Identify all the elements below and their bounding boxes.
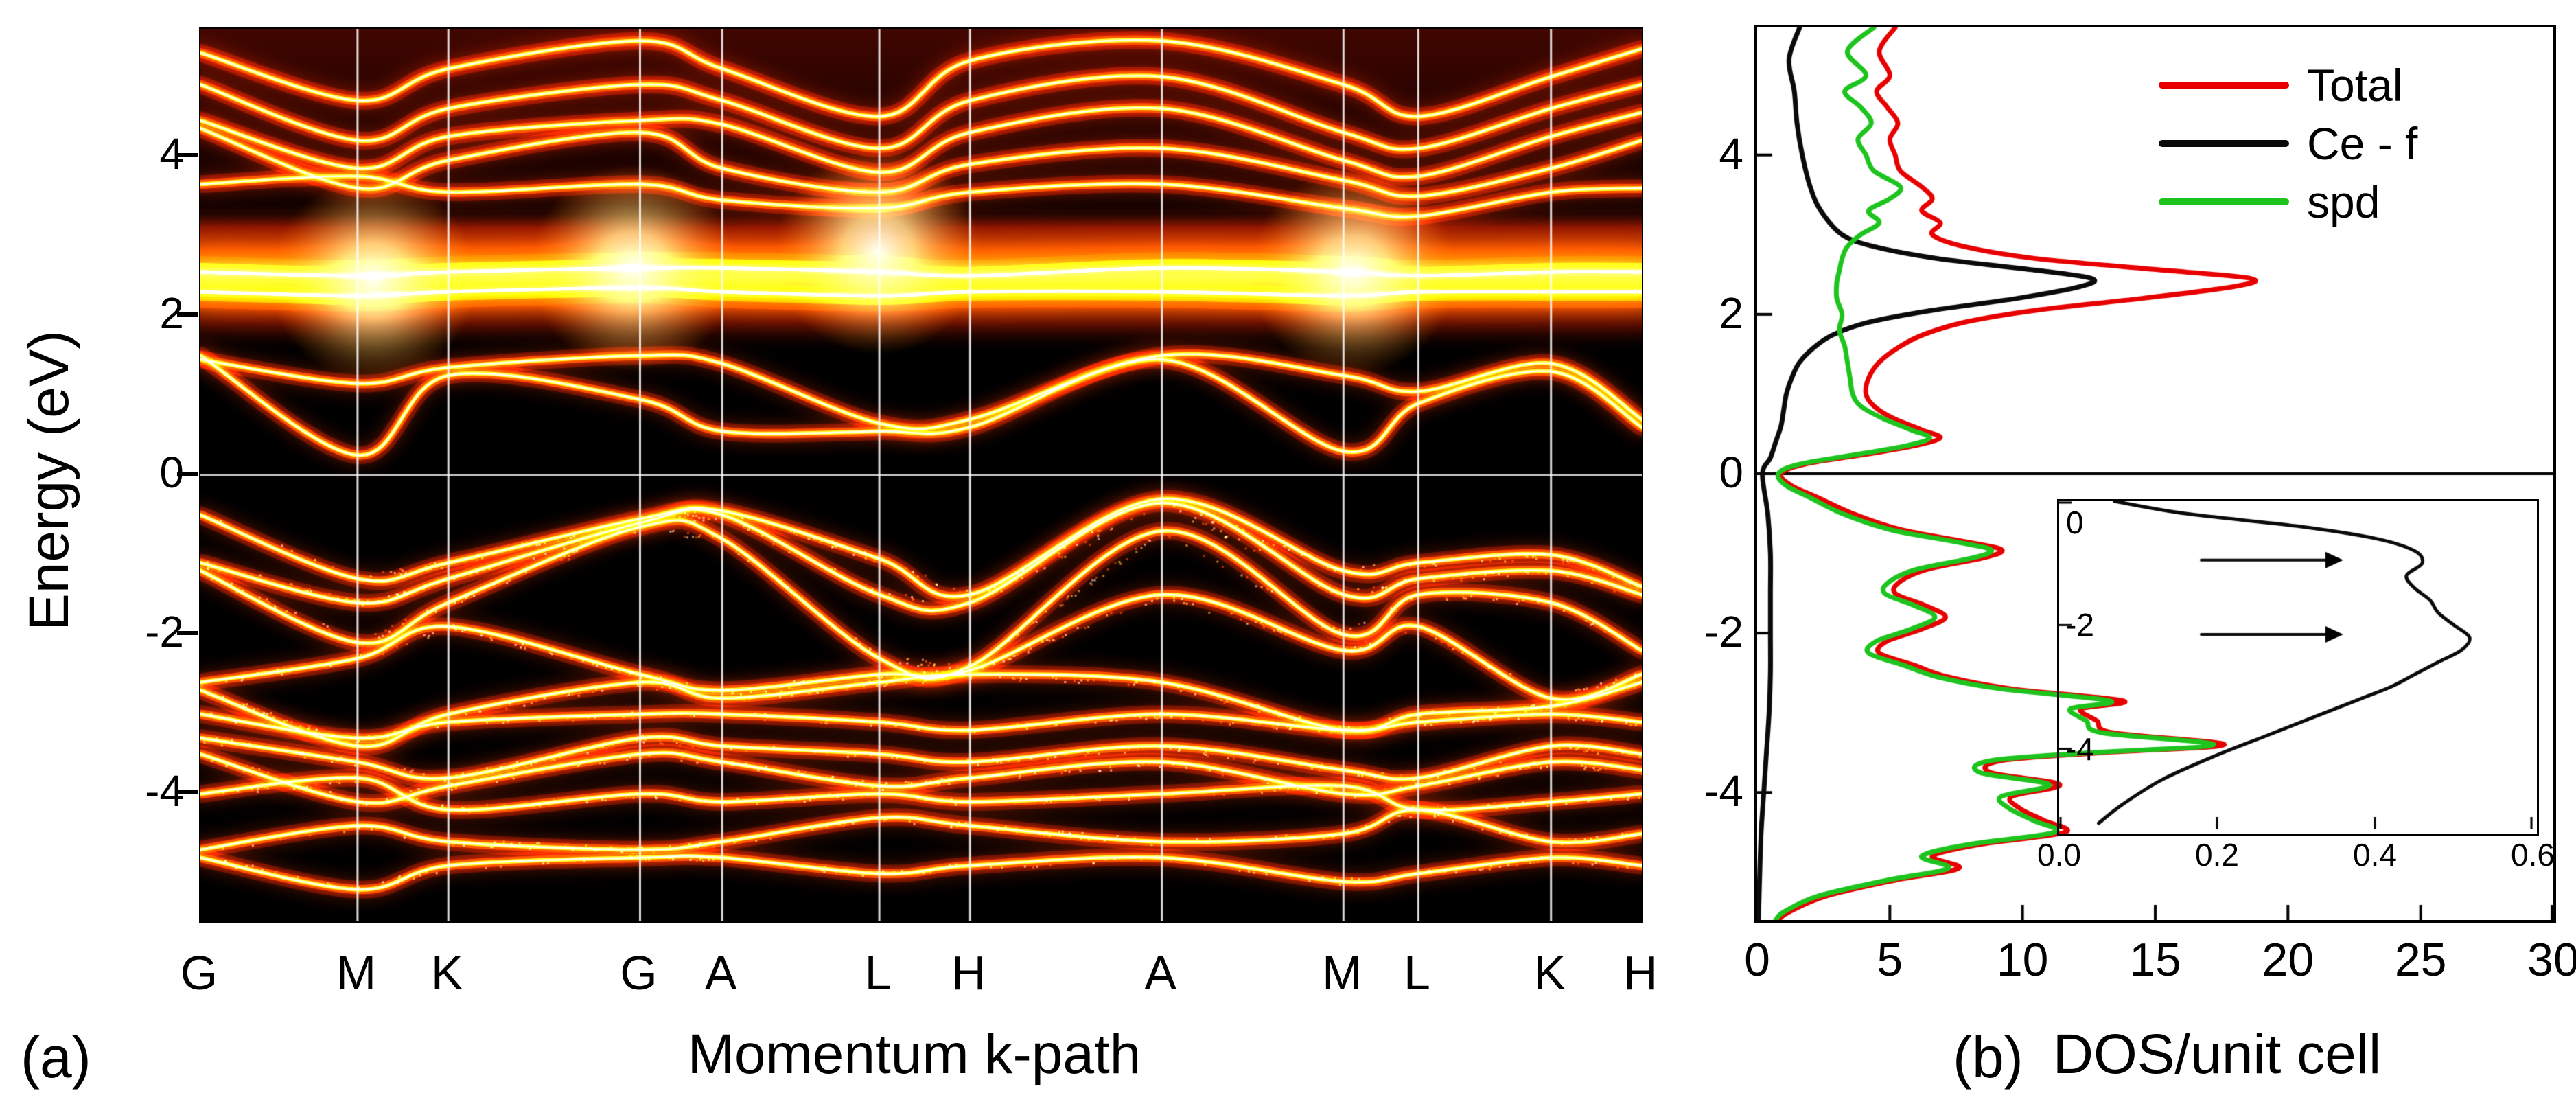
kpath-label: K [1533,946,1566,1000]
dos-xtick-label: 5 [1877,934,1903,986]
band-structure-heatmap [199,27,1643,923]
kpath-label: A [704,946,737,1000]
inset-ytick-label: -2 [2066,607,2094,643]
inset-xtick-label: 0.2 [2195,837,2239,873]
panel-a-label: (a) [21,1025,91,1090]
dos-ytick-label: -2 [1704,607,1743,657]
kpath-label: L [864,946,892,1000]
dos-ytick-label: 4 [1719,128,1743,179]
energy-tick-label: 0 [159,448,184,497]
dos-axis-label: DOS/unit cell [2052,1023,2382,1085]
kpath-label: H [1623,946,1658,1000]
energy-tick-label: -4 [145,766,184,816]
inset-ytick-label: -4 [2066,731,2094,767]
dos-ytick-label: 2 [1719,288,1743,338]
dos-xtick-label: 0 [1744,934,1770,986]
legend-label: spd [2307,176,2380,227]
legend-line-icon [2159,82,2289,89]
dos-ytick-label: 0 [1719,448,1743,497]
dos-ytick-label: -4 [1704,766,1743,816]
dos-inset-frame [2057,499,2539,836]
energy-tick-label: 2 [159,288,184,338]
kpath-label: G [180,946,218,1000]
dos-plot-frame [1754,25,2556,923]
energy-tick-mark [177,152,198,157]
legend-label: Ce - f [2307,118,2418,169]
energy-tick-label: 4 [159,128,184,179]
legend-label: Total [2307,60,2403,111]
kpath-label: H [951,946,986,1000]
energy-tick-mark [177,790,198,795]
kpath-label: K [430,946,463,1000]
inset-ytick-label: 0 [2066,505,2084,540]
energy-tick-mark [177,312,198,317]
energy-tick-mark [177,472,198,476]
legend-line-icon [2159,198,2289,205]
dos-xtick-label: 15 [2129,934,2181,986]
dos-xtick-label: 30 [2527,934,2576,986]
legend-item: spd [2159,177,2380,227]
dos-xtick-label: 10 [1996,934,2049,986]
kpath-label: M [1322,946,1362,1000]
inset-xtick-label: 0.0 [2037,837,2081,873]
inset-xtick-label: 0.4 [2353,837,2397,873]
dos-xtick-label: 20 [2262,934,2314,986]
energy-tick-label: -2 [145,607,184,657]
energy-tick-mark [177,631,198,636]
dos-inset [2059,501,2533,829]
panel-b-label: (b) [1953,1025,2023,1090]
dos-xtick-label: 25 [2394,934,2447,986]
kpath-label: L [1404,946,1430,1000]
momentum-axis-label: Momentum k-path [687,1023,1141,1085]
kpath-label: M [336,946,377,1000]
legend-line-icon [2159,140,2289,147]
legend-item: Total [2159,60,2402,110]
inset-xtick-label: 0.6 [2511,837,2555,873]
kpath-label: G [620,946,658,1000]
legend-item: Ce - f [2159,119,2417,168]
kpath-label: A [1144,946,1177,1000]
